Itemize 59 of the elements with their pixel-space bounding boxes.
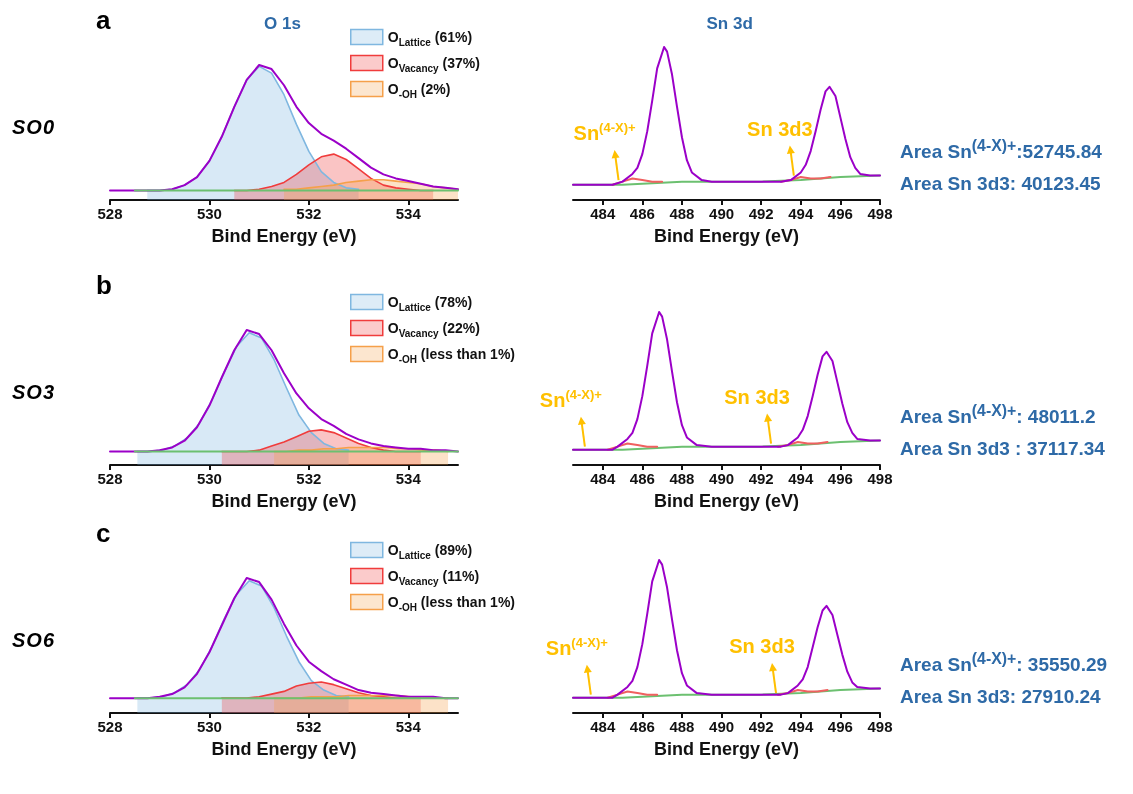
x-tick-label: 494 xyxy=(788,718,814,735)
text: Area Sn$^{(4-X)+}$:52745.84 xyxy=(900,137,1102,164)
x-tick-label: 532 xyxy=(296,718,322,735)
x-tick-label: 534 xyxy=(395,205,422,222)
text: Area Sn 3d3 : 37117.34 xyxy=(900,438,1105,460)
x-axis-title: Bind Energy (eV) xyxy=(653,739,800,759)
x-tick-label: 490 xyxy=(709,470,735,487)
x-tick-label: 484 xyxy=(590,718,616,735)
text: SO3 xyxy=(12,381,56,403)
chart-title: O 1s xyxy=(264,14,301,33)
x-tick-label: 488 xyxy=(669,205,695,222)
x-tick-label: 492 xyxy=(748,470,774,487)
x-axis-title: Bind Energy (eV) xyxy=(211,739,357,759)
x-tick-label: 486 xyxy=(629,718,655,735)
x-tick-label: 528 xyxy=(97,470,123,487)
text: c xyxy=(96,518,111,548)
x-axis-title: Bind Energy (eV) xyxy=(653,491,800,511)
x-axis-title: Bind Energy (eV) xyxy=(211,491,357,511)
text: SO0 xyxy=(12,116,56,138)
annotation: Sn 3d3 xyxy=(729,635,795,658)
x-tick-label: 494 xyxy=(788,470,814,487)
text: SO6 xyxy=(12,629,56,651)
x-tick-label: 484 xyxy=(590,470,616,487)
x-tick-label: 532 xyxy=(296,470,322,487)
x-tick-label: 488 xyxy=(669,718,695,735)
x-tick-label: 492 xyxy=(748,718,774,735)
x-tick-label: 494 xyxy=(788,205,814,222)
x-tick-label: 490 xyxy=(709,718,735,735)
x-tick-label: 498 xyxy=(867,205,893,222)
chart-title: Sn 3d xyxy=(706,14,753,33)
x-tick-label: 498 xyxy=(867,718,893,735)
x-tick-label: 530 xyxy=(196,718,222,735)
x-tick-label: 534 xyxy=(395,718,422,735)
text: Area Sn 3d3: 40123.45 xyxy=(900,173,1101,195)
x-tick-label: 496 xyxy=(827,718,853,735)
text: Area Sn$^{(4-X)+}$: 48011.2 xyxy=(900,402,1096,429)
x-axis-title: Bind Energy (eV) xyxy=(211,226,357,246)
annotation: Sn 3d3 xyxy=(724,385,790,408)
x-tick-label: 496 xyxy=(827,470,853,487)
annotation: Sn 3d3 xyxy=(747,117,813,140)
x-tick-label: 498 xyxy=(867,470,893,487)
x-tick-label: 530 xyxy=(196,470,222,487)
x-tick-label: 490 xyxy=(709,205,735,222)
text: a xyxy=(96,5,111,35)
x-axis-title: Bind Energy (eV) xyxy=(653,226,800,246)
text: Area Sn 3d3: 27910.24 xyxy=(900,686,1101,708)
x-tick-label: 534 xyxy=(395,470,422,487)
x-tick-label: 496 xyxy=(827,205,853,222)
x-tick-label: 530 xyxy=(196,205,222,222)
text: Area Sn$^{(4-X)+}$: 35550.29 xyxy=(900,650,1108,677)
x-tick-label: 488 xyxy=(669,470,695,487)
x-tick-label: 528 xyxy=(97,718,123,735)
x-tick-label: 484 xyxy=(590,205,616,222)
x-tick-label: 492 xyxy=(748,205,774,222)
text: b xyxy=(96,270,112,300)
x-tick-label: 486 xyxy=(629,470,655,487)
x-tick-label: 528 xyxy=(97,205,123,222)
x-tick-label: 532 xyxy=(296,205,322,222)
x-tick-label: 486 xyxy=(629,205,655,222)
